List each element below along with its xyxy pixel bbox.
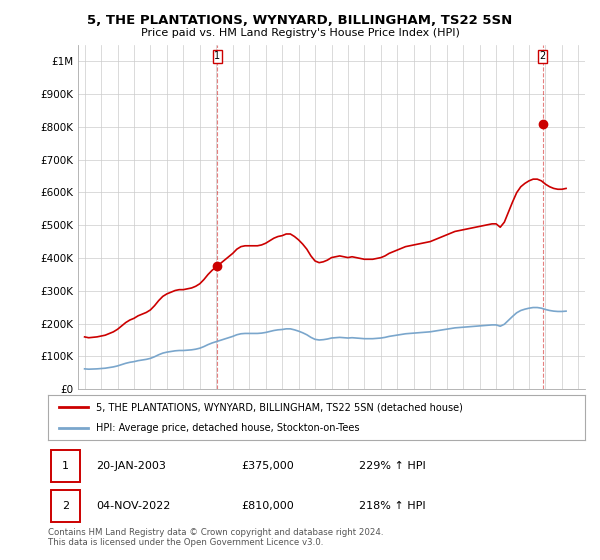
- Text: £375,000: £375,000: [241, 461, 294, 471]
- FancyBboxPatch shape: [50, 490, 80, 522]
- Text: HPI: Average price, detached house, Stockton-on-Tees: HPI: Average price, detached house, Stoc…: [97, 423, 360, 433]
- Text: 04-NOV-2022: 04-NOV-2022: [97, 501, 171, 511]
- Text: 5, THE PLANTATIONS, WYNYARD, BILLINGHAM, TS22 5SN: 5, THE PLANTATIONS, WYNYARD, BILLINGHAM,…: [88, 14, 512, 27]
- Text: 1: 1: [214, 51, 220, 61]
- Text: Contains HM Land Registry data © Crown copyright and database right 2024.
This d: Contains HM Land Registry data © Crown c…: [48, 528, 383, 547]
- Text: 1: 1: [62, 461, 69, 471]
- Text: Price paid vs. HM Land Registry's House Price Index (HPI): Price paid vs. HM Land Registry's House …: [140, 28, 460, 38]
- Text: £810,000: £810,000: [241, 501, 294, 511]
- Text: 2: 2: [540, 51, 546, 61]
- Text: 20-JAN-2003: 20-JAN-2003: [97, 461, 166, 471]
- Text: 218% ↑ HPI: 218% ↑ HPI: [359, 501, 426, 511]
- FancyBboxPatch shape: [50, 450, 80, 482]
- Text: 2: 2: [62, 501, 69, 511]
- Text: 5, THE PLANTATIONS, WYNYARD, BILLINGHAM, TS22 5SN (detached house): 5, THE PLANTATIONS, WYNYARD, BILLINGHAM,…: [97, 402, 463, 412]
- Text: 229% ↑ HPI: 229% ↑ HPI: [359, 461, 426, 471]
